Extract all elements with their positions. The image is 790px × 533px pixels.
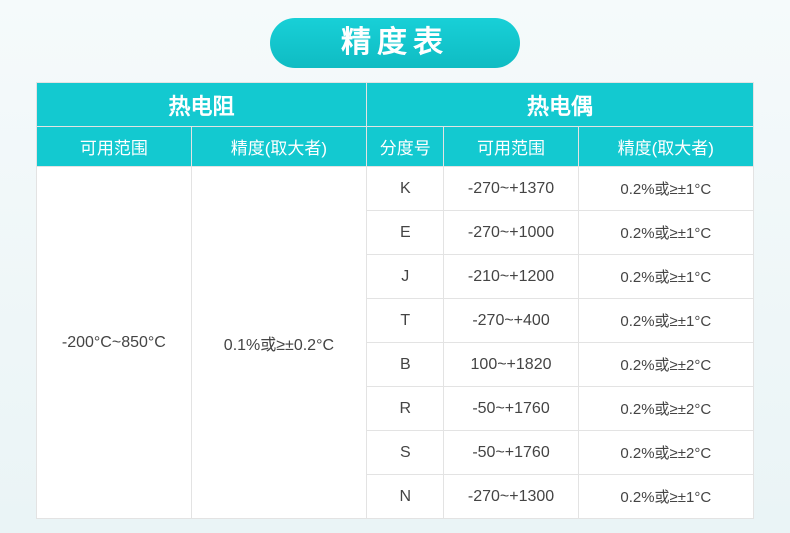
tc-code-cell: R [367,387,444,431]
tc-code-cell: K [367,167,444,211]
tc-accuracy-cell: 0.2%或≥±1°C [578,211,753,255]
tc-code-cell: E [367,211,444,255]
header-right-code: 分度号 [367,127,444,167]
tc-accuracy-cell: 0.2%或≥±2°C [578,387,753,431]
tc-accuracy-cell: 0.2%或≥±1°C [578,167,753,211]
tc-code-cell: J [367,255,444,299]
rtd-range-cell: -200°C~850°C [37,167,192,519]
rtd-accuracy-cell: 0.1%或≥±0.2°C [191,167,366,519]
header-group-left: 热电阻 [37,83,367,127]
tc-code-cell: S [367,431,444,475]
tc-range-cell: 100~+1820 [444,343,578,387]
tc-accuracy-cell: 0.2%或≥±1°C [578,475,753,519]
tc-range-cell: -210~+1200 [444,255,578,299]
header-group-right: 热电偶 [367,83,754,127]
tc-code-cell: T [367,299,444,343]
page-title: 精度表 [270,18,520,68]
header-left-accuracy: 精度(取大者) [191,127,366,167]
tc-range-cell: -270~+1370 [444,167,578,211]
tc-accuracy-cell: 0.2%或≥±2°C [578,343,753,387]
tc-code-cell: B [367,343,444,387]
table-header-row-1: 热电阻 热电偶 [37,83,754,127]
tc-accuracy-cell: 0.2%或≥±2°C [578,431,753,475]
tc-accuracy-cell: 0.2%或≥±1°C [578,255,753,299]
tc-range-cell: -50~+1760 [444,387,578,431]
header-right-accuracy: 精度(取大者) [578,127,753,167]
tc-range-cell: -50~+1760 [444,431,578,475]
header-left-range: 可用范围 [37,127,192,167]
accuracy-table: 热电阻 热电偶 可用范围 精度(取大者) 分度号 可用范围 精度(取大者) -2… [36,82,754,519]
tc-range-cell: -270~+1000 [444,211,578,255]
header-right-range: 可用范围 [444,127,578,167]
table-header-row-2: 可用范围 精度(取大者) 分度号 可用范围 精度(取大者) [37,127,754,167]
table-row: -200°C~850°C 0.1%或≥±0.2°C K -270~+1370 0… [37,167,754,211]
tc-code-cell: N [367,475,444,519]
tc-accuracy-cell: 0.2%或≥±1°C [578,299,753,343]
tc-range-cell: -270~+1300 [444,475,578,519]
tc-range-cell: -270~+400 [444,299,578,343]
